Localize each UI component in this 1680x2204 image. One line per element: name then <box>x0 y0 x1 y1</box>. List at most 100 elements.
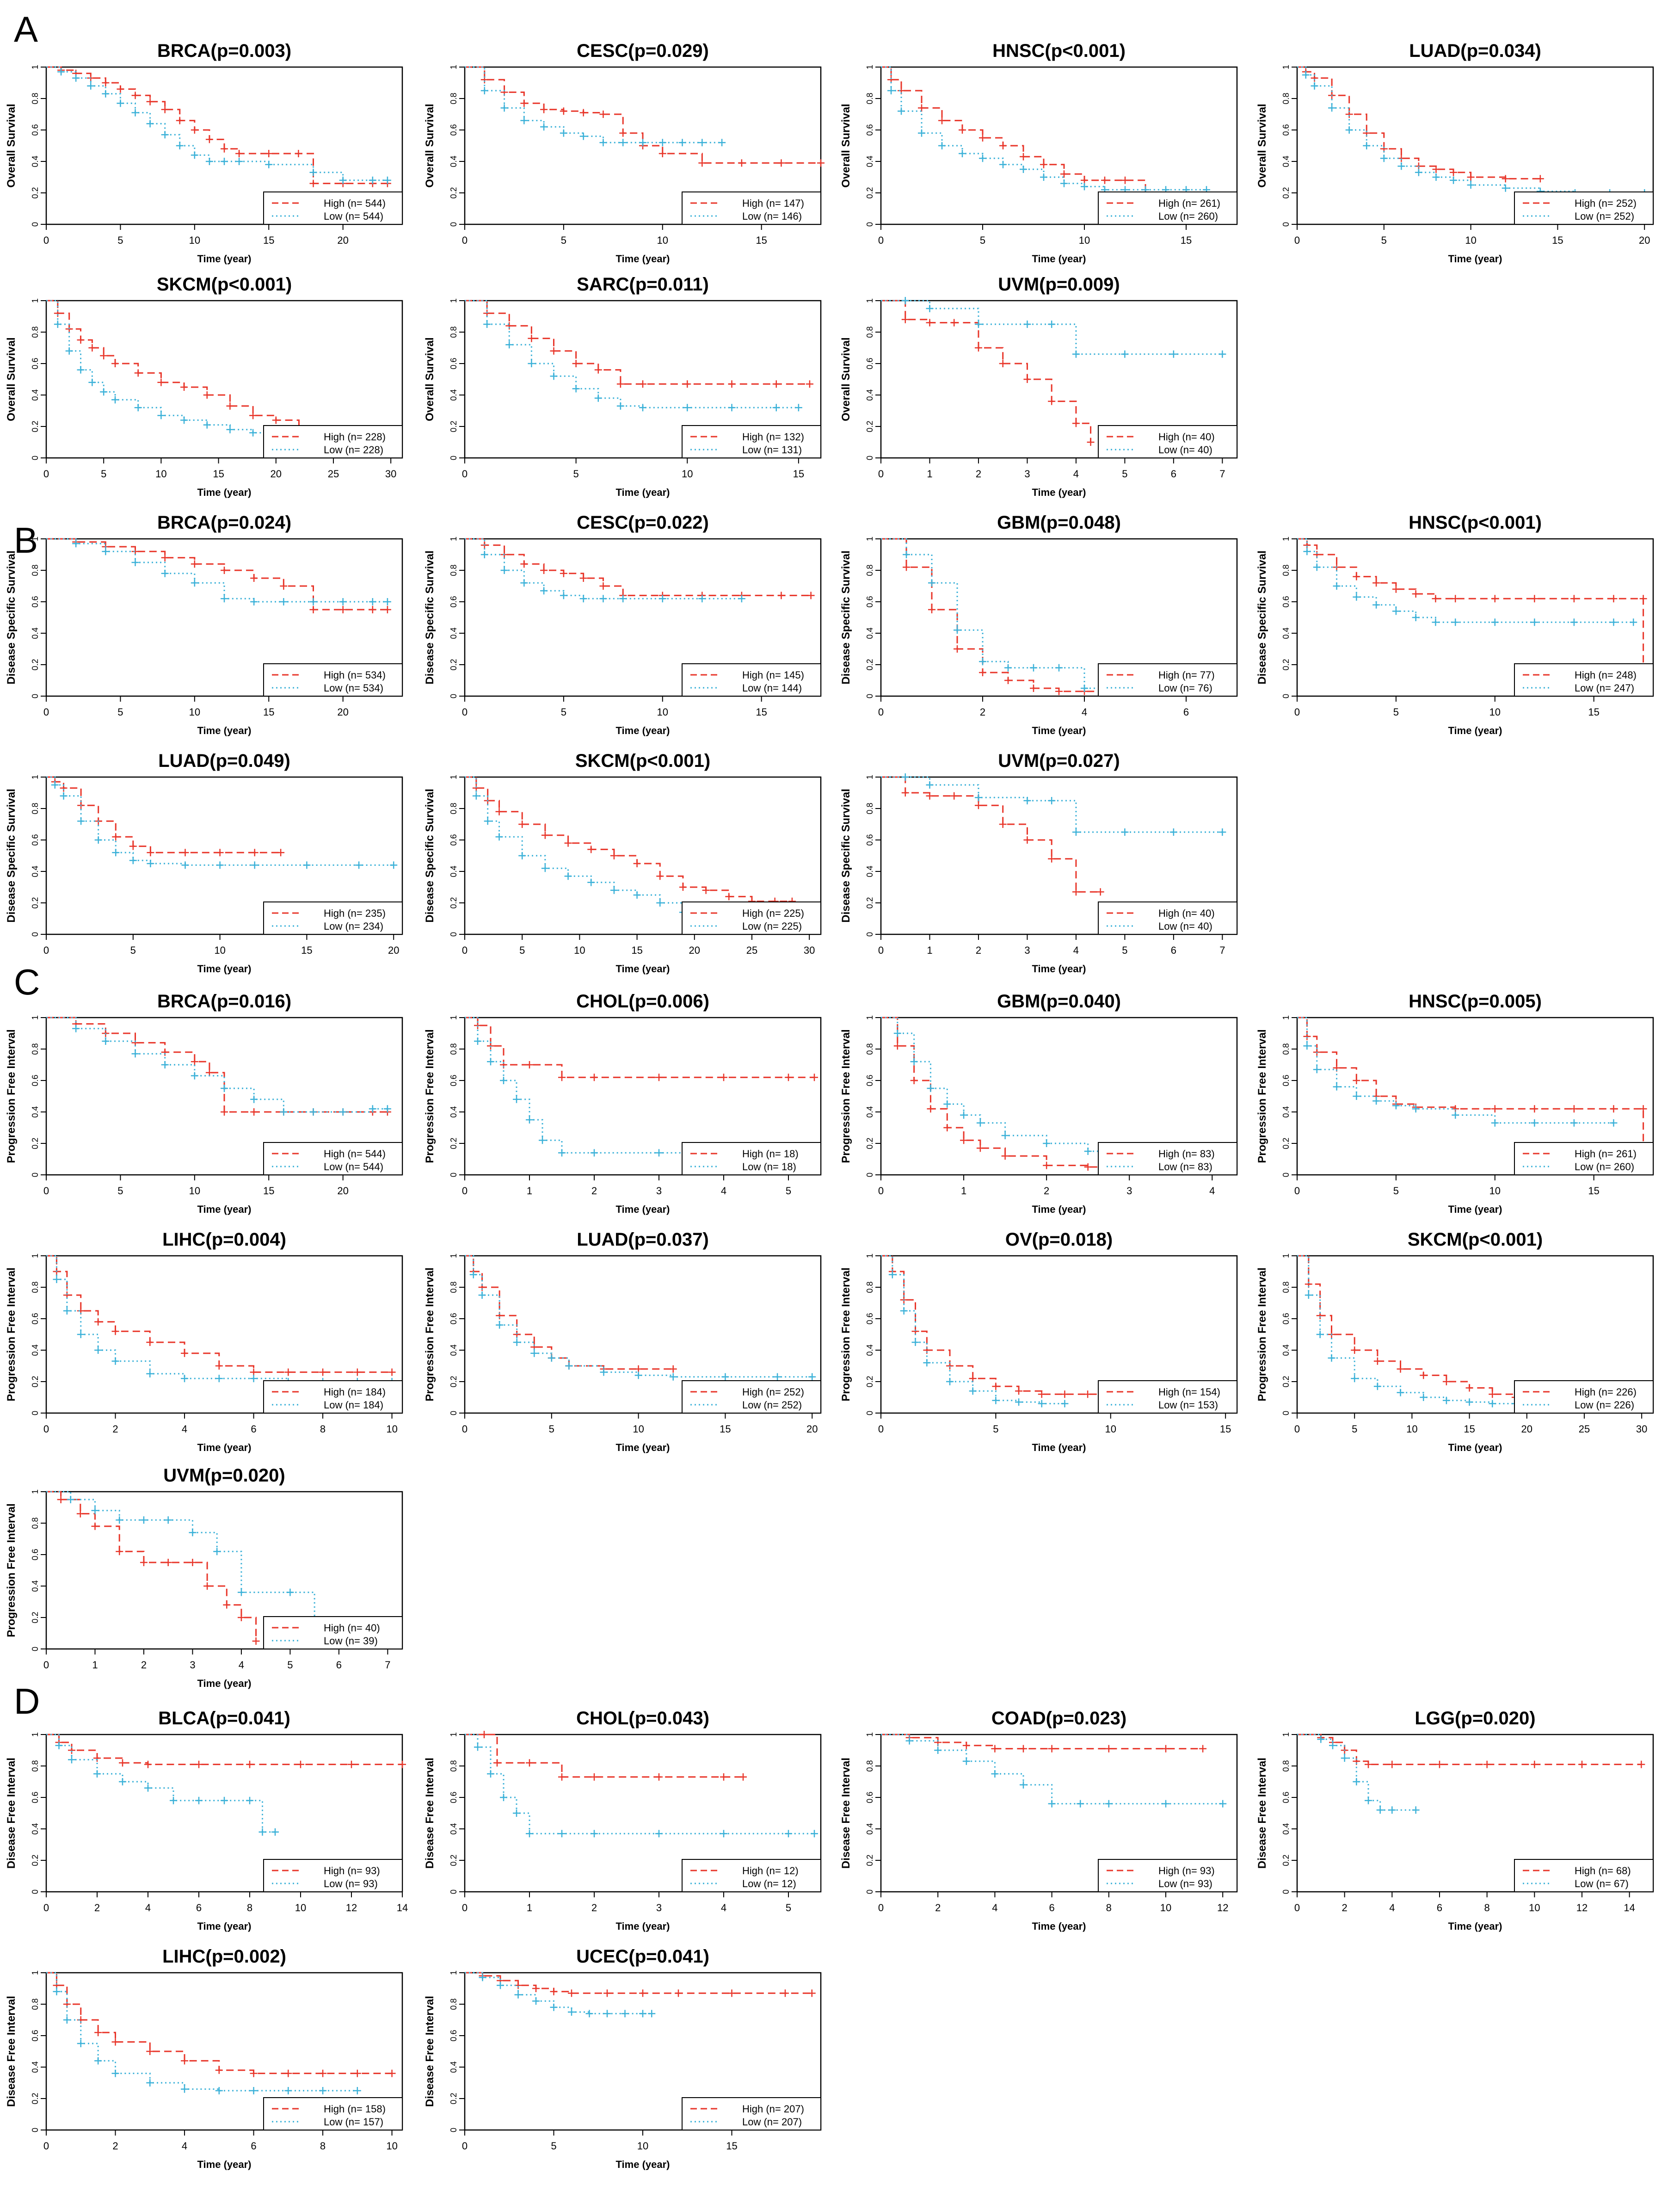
low-censor-mark <box>1169 350 1177 358</box>
low-censor-mark <box>500 1077 507 1084</box>
high-censor-mark <box>572 360 580 367</box>
km-panel-A-brca: BRCA(p=0.003) 0 0.2 0.4 0.6 0.8 1 Overall Survi… <box>5 41 403 265</box>
km-panel-A-sarc: SARC(p=0.011) 0 0.2 0.4 0.6 0.8 1 Overall Survi… <box>424 274 822 498</box>
y-tick-label: 0.4 <box>1281 1344 1291 1356</box>
y-tick-label: 0.6 <box>1281 124 1291 136</box>
low-censor-mark <box>111 396 119 404</box>
x-tick-label: 0 <box>878 1185 884 1197</box>
y-tick-label: 0.6 <box>31 1313 40 1324</box>
x-tick-label: 5 <box>786 1902 791 1914</box>
high-censor-mark <box>979 134 986 142</box>
km-panel-C-gbm: GBM(p=0.040) 0 0.2 0.4 0.6 0.8 1 Progression Fr… <box>840 991 1238 1215</box>
high-curve <box>1297 1255 1584 1401</box>
low-censor-mark <box>1610 618 1618 626</box>
high-curve <box>465 1972 812 1994</box>
low-censor-mark <box>1081 685 1088 692</box>
plot-frame <box>45 1734 403 1893</box>
low-censor-mark <box>474 1037 481 1045</box>
low-censor-mark <box>1077 1800 1084 1808</box>
high-curve <box>1297 538 1644 680</box>
low-censor-mark <box>176 142 184 149</box>
km-panel-A-luad: LUAD(p=0.034) 0 0.2 0.4 0.6 0.8 1 Overall Survi… <box>1256 41 1654 265</box>
high-censor-mark <box>1491 1105 1499 1113</box>
high-censor-mark <box>520 99 528 107</box>
y-axis-label: Progression Free Interval <box>424 1029 436 1163</box>
low-censor-mark <box>1081 183 1088 191</box>
low-censor-mark <box>339 176 347 184</box>
low-censor-mark <box>94 836 102 844</box>
plot-frame <box>464 300 822 459</box>
high-censor-mark <box>140 1559 148 1566</box>
low-censor-mark <box>505 341 513 349</box>
chart-title: LUAD(p=0.049) <box>158 751 290 771</box>
legend-box <box>1514 191 1654 225</box>
high-censor-mark <box>1096 888 1104 896</box>
high-censor-mark <box>1397 154 1405 162</box>
x-tick-label: 10 <box>386 1423 397 1435</box>
high-censor-mark <box>1372 579 1380 587</box>
high-censor-mark <box>1489 1390 1496 1398</box>
low-curve <box>46 1255 392 1383</box>
y-axis-label: Overall Survival <box>424 337 436 421</box>
low-censor-mark <box>539 1136 546 1144</box>
low-censor-mark <box>901 297 909 304</box>
high-censor-mark <box>901 315 909 323</box>
high-curve <box>465 1017 814 1078</box>
x-axis-label: Time (year) <box>1448 725 1502 736</box>
y-tick-label: 0.6 <box>31 596 40 607</box>
high-censor-mark <box>195 1760 203 1768</box>
legend-low-label: Low (n= 228) <box>324 444 383 456</box>
low-censor-mark <box>258 1828 266 1836</box>
legend-high-label: High (n= 534) <box>324 669 386 681</box>
legend-low-label: Low (n= 157) <box>324 2116 383 2128</box>
high-censor-mark <box>348 1760 355 1768</box>
y-tick-label: 0.2 <box>31 659 40 670</box>
section-letter-D: D <box>14 1681 40 1722</box>
x-tick-label: 4 <box>239 1659 244 1671</box>
x-axis-label: Time (year) <box>616 1442 670 1453</box>
y-tick-label: 0.6 <box>865 124 874 136</box>
x-tick-label: 15 <box>213 468 224 480</box>
x-tick-label: 8 <box>320 1423 326 1435</box>
low-censor-mark <box>811 1830 818 1838</box>
y-tick-label: 0.4 <box>31 155 40 167</box>
x-tick-label: 1 <box>927 945 932 956</box>
legend-box <box>682 1142 821 1175</box>
chart-title: LUAD(p=0.034) <box>1409 41 1541 61</box>
y-tick-label: 0.8 <box>1281 1281 1291 1293</box>
y-tick-label: 0 <box>449 1889 458 1894</box>
high-censor-mark <box>633 860 641 867</box>
low-censor-mark <box>215 2087 223 2094</box>
chart-title: HNSC(p=0.005) <box>1409 991 1542 1012</box>
low-censor-mark <box>189 1529 197 1537</box>
x-tick-label: 10 <box>1489 1185 1501 1197</box>
high-censor-mark <box>309 179 317 187</box>
y-tick-label: 0.6 <box>31 1791 40 1803</box>
x-tick-label: 20 <box>337 706 348 718</box>
high-censor-mark <box>639 380 646 388</box>
x-tick-label: 2 <box>112 1423 118 1435</box>
low-censor-mark <box>390 861 398 869</box>
high-censor-mark <box>720 1074 727 1081</box>
x-tick-label: 15 <box>1552 235 1563 246</box>
y-tick-label: 0.8 <box>31 1517 40 1529</box>
y-tick-label: 0.8 <box>31 803 40 814</box>
low-curve <box>465 66 722 143</box>
legend-box <box>1514 663 1654 697</box>
low-censor-mark <box>271 1828 279 1836</box>
low-curve <box>465 1734 814 1834</box>
high-censor-mark <box>181 849 189 857</box>
x-tick-label: 8 <box>247 1902 252 1914</box>
high-censor-mark <box>1101 176 1108 184</box>
x-axis-label: Time (year) <box>616 725 670 736</box>
low-censor-mark <box>487 1058 494 1066</box>
y-tick-label: 1 <box>449 1015 458 1020</box>
legend-box <box>682 1380 821 1414</box>
y-tick-label: 0.2 <box>31 1376 40 1387</box>
high-censor-mark <box>634 1365 642 1373</box>
high-censor-mark <box>610 852 618 859</box>
low-censor-mark <box>111 1357 119 1365</box>
legend-low-label: Low (n= 534) <box>324 682 383 694</box>
y-tick-label: 0.8 <box>865 803 874 814</box>
legend-low-label: Low (n= 93) <box>1158 1878 1212 1889</box>
